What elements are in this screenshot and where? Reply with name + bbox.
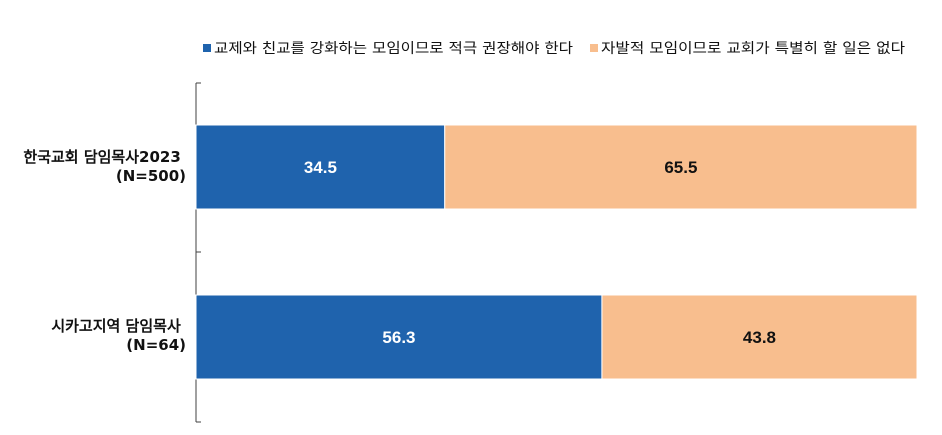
data-labels: 34.5 65.5 56.3 43.8 [304, 158, 776, 347]
data-label: 43.8 [743, 328, 776, 347]
bar-segment [444, 124, 918, 210]
category-label-line-1: 한국교회 담임목사2023 [23, 148, 180, 166]
category-label: 한국교회 담임목사2023 (N=500) [23, 148, 186, 185]
bar-segment [601, 294, 918, 380]
category-label: 시카고지역 담임목사 (N=64) [51, 317, 186, 354]
legend-label-series-2: 자발적 모임이므로 교회가 특별히 할 일은 없다 [601, 41, 905, 57]
legend-label-series-1: 교제와 친교를 강화하는 모임이므로 적극 권장해야 한다 [214, 41, 573, 57]
bar-segment [195, 294, 603, 380]
data-label: 34.5 [304, 158, 337, 177]
bar-segment [195, 124, 446, 210]
category-label-line-1: 시카고지역 담임목사 [51, 317, 181, 335]
legend: 교제와 친교를 강화하는 모임이므로 적극 권장해야 한다 자발적 모임이므로 … [203, 41, 905, 57]
bars [195, 124, 918, 380]
category-label-line-2: (N=500) [116, 167, 186, 185]
legend-swatch-series-1 [203, 44, 211, 52]
category-label-line-2: (N=64) [126, 336, 186, 354]
data-label: 65.5 [664, 158, 697, 177]
legend-swatch-series-2 [590, 44, 598, 52]
data-label: 56.3 [382, 328, 415, 347]
category-labels: 한국교회 담임목사2023 (N=500) 시카고지역 담임목사 (N=64) [23, 148, 186, 354]
